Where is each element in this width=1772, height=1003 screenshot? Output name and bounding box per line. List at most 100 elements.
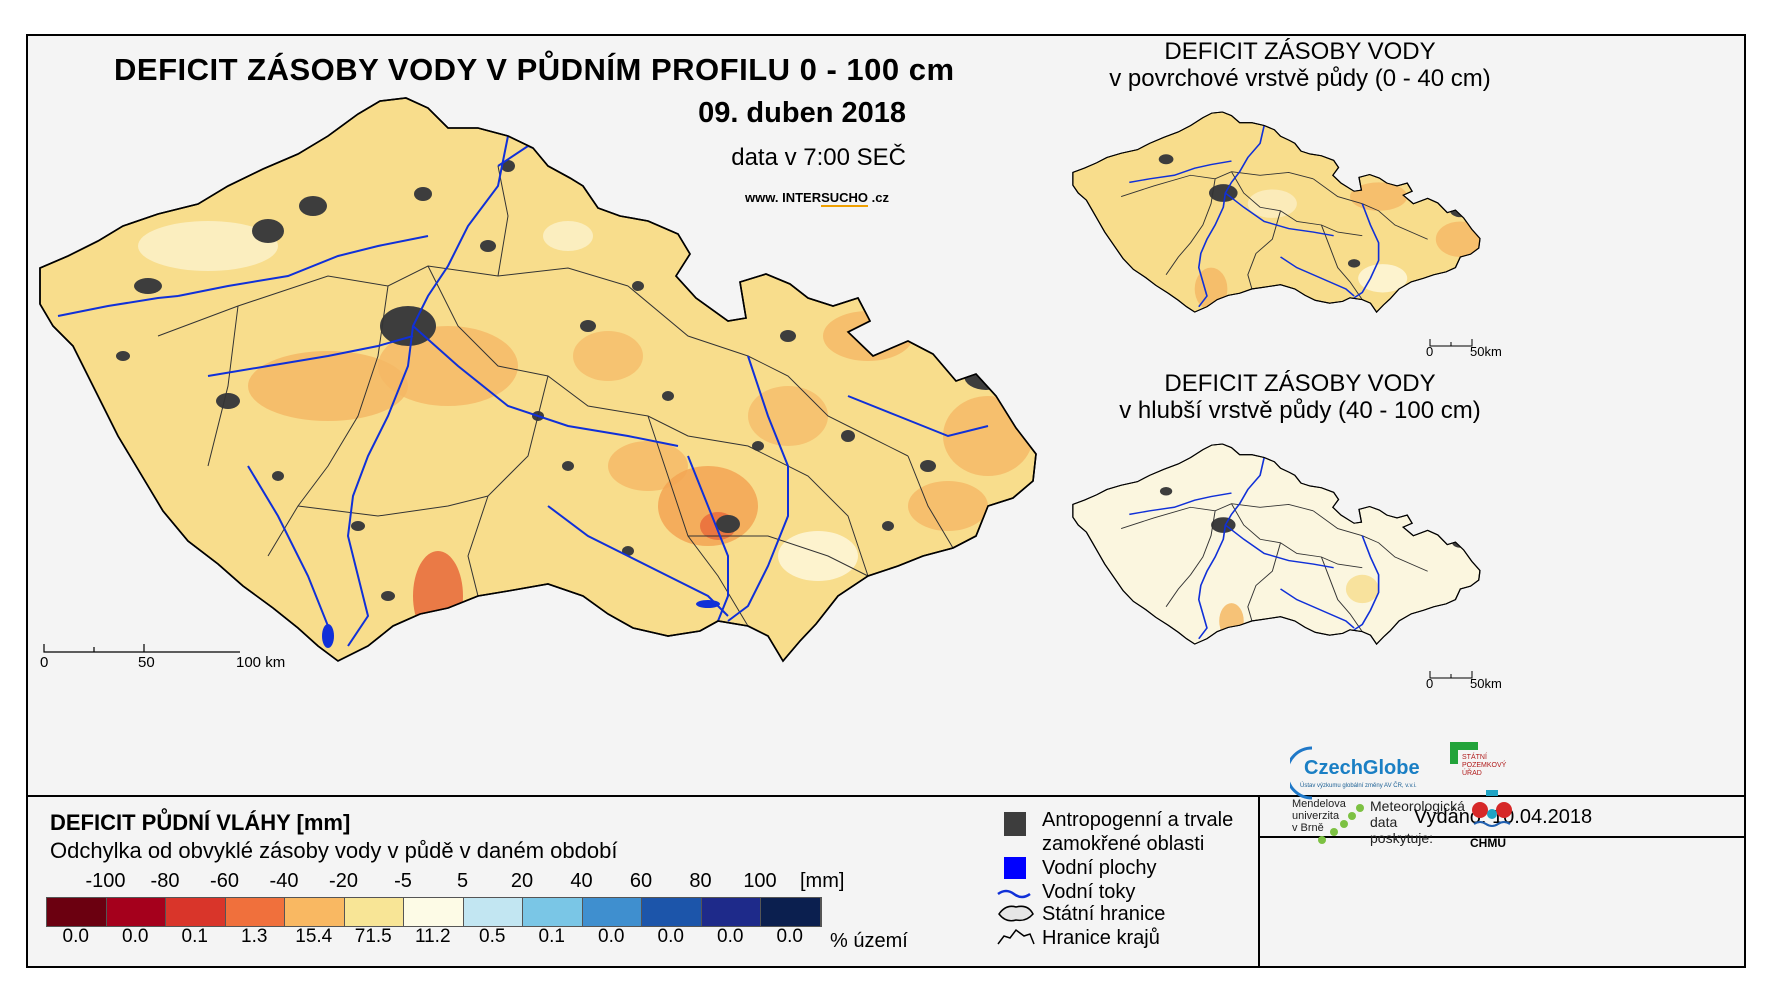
legend-swatch-1 bbox=[106, 898, 166, 926]
inset-bottom-scale-50: 50km bbox=[1470, 676, 1502, 691]
inset-top-scale-50: 50km bbox=[1470, 344, 1502, 359]
state-border-label: Státní hranice bbox=[1042, 903, 1166, 925]
chmu-logo-icon bbox=[1472, 790, 1512, 827]
region-border-symbol bbox=[997, 928, 1035, 945]
legend-tick-9: 60 bbox=[629, 870, 653, 892]
legend-tick-7: 20 bbox=[510, 870, 534, 892]
inset-bottom-scale-0: 0 bbox=[1426, 676, 1434, 691]
inset-top-title: DEFICIT ZÁSOBY VODY v povrchové vrstvě p… bbox=[1080, 38, 1520, 92]
inset-bottom-map bbox=[1072, 443, 1481, 645]
website-suffix: .cz bbox=[868, 190, 889, 205]
mendelu-text: Mendelova univerzita v Brně bbox=[1292, 798, 1346, 834]
czechglobe-name: CzechGlobe bbox=[1304, 757, 1420, 779]
meteo-line2: data bbox=[1370, 814, 1398, 830]
legend-tick-11: 100 bbox=[743, 870, 777, 892]
legend-band bbox=[26, 795, 1746, 968]
main-map bbox=[39, 97, 1037, 662]
mendelu-line3: v Brně bbox=[1292, 822, 1324, 834]
legend-percent-4: 15.4 bbox=[295, 926, 333, 947]
legend-swatch-0 bbox=[47, 898, 107, 926]
legend-percent-2: 0.1 bbox=[181, 926, 208, 947]
anthropogenic-label: Antropogenní a trvale zamokřené oblasti bbox=[1042, 808, 1233, 856]
legend-divider bbox=[1258, 795, 1260, 968]
inset-bottom-title: DEFICIT ZÁSOBY VODY v hlubší vrstvě půdy… bbox=[1080, 370, 1520, 424]
legend-percent-label: % území bbox=[830, 930, 908, 952]
rivers-label: Vodní toky bbox=[1042, 881, 1136, 903]
anthropogenic-line1: Antropogenní a trvale bbox=[1042, 809, 1234, 831]
legend-percent-5: 71.5 bbox=[354, 926, 392, 947]
main-scalebar-label-50: 50 bbox=[138, 654, 155, 671]
legend-percent-3: 1.3 bbox=[241, 926, 268, 947]
inset-bottom-scalebar bbox=[1429, 671, 1473, 679]
legend-percent-9: 0.0 bbox=[598, 926, 625, 947]
legend-swatch-5 bbox=[344, 898, 404, 926]
issued-divider bbox=[1258, 836, 1746, 838]
legend-colorbar bbox=[46, 897, 822, 927]
legend-swatch-3 bbox=[225, 898, 285, 926]
spu-line2: POZEMKOVÝ bbox=[1462, 762, 1507, 769]
czechglobe-arc-icon bbox=[1290, 746, 1313, 800]
legend-swatch-4 bbox=[285, 898, 345, 926]
spu-logo-bar-top bbox=[1450, 742, 1478, 750]
meteo-line3: poskytuje: bbox=[1370, 830, 1434, 846]
main-scalebar bbox=[43, 644, 240, 653]
legend-tick-5: -5 bbox=[394, 870, 412, 892]
meteo-text: Meteorologická data poskytuje: bbox=[1370, 798, 1465, 846]
anthropogenic-swatch bbox=[1004, 812, 1026, 836]
legend-title: DEFICIT PŮDNÍ VLÁHY [mm] bbox=[50, 810, 351, 835]
inset-top-title-line1: DEFICIT ZÁSOBY VODY bbox=[1164, 38, 1436, 65]
mendelu-line1: Mendelova bbox=[1292, 798, 1346, 810]
inset-top-title-line2: v povrchové vrstvě půdy (0 - 40 cm) bbox=[1109, 65, 1491, 92]
legend-unit: [mm] bbox=[800, 870, 845, 892]
legend-percent-7: 0.5 bbox=[479, 926, 506, 947]
legend-swatch-6 bbox=[404, 898, 464, 926]
main-scalebar-label-0: 0 bbox=[40, 654, 49, 671]
main-map-data-time: data v 7:00 SEČ bbox=[731, 144, 906, 171]
legend-swatch-9 bbox=[582, 898, 642, 926]
legend-tick-1: -80 bbox=[150, 870, 180, 892]
legend-percent-12: 0.0 bbox=[776, 926, 803, 947]
anthropogenic-line2: zamokřené oblasti bbox=[1042, 833, 1205, 855]
spu-line1: STÁTNÍ bbox=[1462, 754, 1487, 761]
website-highlight: SUCHO bbox=[821, 190, 869, 207]
legend-tick-6: 5 bbox=[456, 870, 469, 892]
inset-top-scale-0: 0 bbox=[1426, 344, 1434, 359]
chmu-name: ČHMÚ bbox=[1470, 836, 1506, 850]
legend-swatch-2 bbox=[166, 898, 226, 926]
legend-percent-1: 0.0 bbox=[122, 926, 149, 947]
inset-top-map bbox=[1072, 111, 1481, 313]
inset-top-scalebar bbox=[1429, 339, 1473, 347]
mendelu-dots-icon bbox=[1318, 804, 1364, 844]
legend-percent-0: 0.0 bbox=[62, 926, 89, 947]
mendelu-line2: univerzita bbox=[1292, 810, 1340, 822]
main-map-date: 09. duben 2018 bbox=[698, 97, 906, 129]
legend-swatch-8 bbox=[523, 898, 583, 926]
legend-swatch-10 bbox=[642, 898, 702, 926]
region-border-label: Hranice krajů bbox=[1042, 927, 1160, 949]
legend-percent-11: 0.0 bbox=[717, 926, 744, 947]
inset-bottom-title-line2: v hlubší vrstvě půdy (40 - 100 cm) bbox=[1119, 397, 1481, 424]
legend-tick-2: -60 bbox=[210, 870, 239, 892]
water-bodies-label: Vodní plochy bbox=[1042, 857, 1157, 879]
website-prefix: www. INTER bbox=[745, 190, 822, 205]
legend-subtitle: Odchylka od obvyklé zásoby vody v půdě v… bbox=[50, 838, 618, 863]
website-label: www. INTERSUCHO .cz bbox=[745, 190, 889, 207]
legend-tick-8: 40 bbox=[570, 870, 593, 892]
legend-tick-0: -100 bbox=[85, 870, 126, 892]
water-bodies-swatch bbox=[1004, 857, 1026, 879]
spu-logo-text: STÁTNÍ POZEMKOVÝ ÚŘAD bbox=[1462, 754, 1506, 778]
river-symbol bbox=[997, 889, 1031, 899]
legend-percent-10: 0.0 bbox=[657, 926, 684, 947]
legend-percent-6: 11.2 bbox=[414, 926, 451, 947]
main-scalebar-label-100: 100 km bbox=[236, 654, 286, 671]
inset-bottom-title-line1: DEFICIT ZÁSOBY VODY bbox=[1164, 370, 1436, 397]
spu-line3: ÚŘAD bbox=[1462, 770, 1482, 777]
legend-tick-10: 80 bbox=[689, 870, 712, 892]
state-border-symbol bbox=[998, 905, 1034, 922]
legend-swatch-11 bbox=[701, 898, 761, 926]
legend-tick-4: -20 bbox=[329, 870, 358, 892]
czechglobe-sub: Ústav výzkumu globální změny AV ČR, v.v.… bbox=[1300, 783, 1417, 789]
legend-tick-3: -40 bbox=[269, 870, 299, 892]
legend-swatch-7 bbox=[463, 898, 523, 926]
main-map-title: DEFICIT ZÁSOBY VODY V PŮDNÍM PROFILU 0 -… bbox=[114, 52, 955, 87]
